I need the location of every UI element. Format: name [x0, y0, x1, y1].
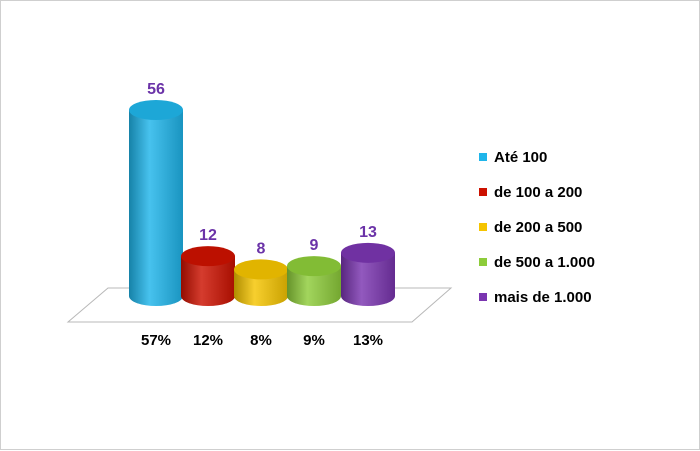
bar-de-200-a-500 [234, 259, 288, 306]
bar-body [181, 256, 235, 306]
legend-label: Até 100 [494, 149, 547, 166]
bar-de-100-a-200 [181, 246, 235, 306]
value-label: 12 [199, 227, 217, 244]
bar-top [341, 242, 395, 263]
bar-de-500-a-1-000 [287, 256, 341, 306]
value-labels: 56 12 8 9 13 [147, 81, 377, 257]
legend-swatch [479, 153, 487, 161]
legend-swatch [479, 293, 487, 301]
value-label: 56 [147, 81, 165, 98]
bar-body [129, 110, 183, 306]
legend-swatch [479, 258, 487, 266]
legend: Até 100 de 100 a 200 de 200 a 500 de 500 a … [479, 149, 595, 306]
value-label: 9 [310, 237, 319, 254]
legend-label: mais de 1.000 [494, 289, 592, 306]
percent-label: 12% [193, 332, 223, 349]
legend-label: de 100 a 200 [494, 184, 582, 201]
legend-item-de-100-a-200: de 100 a 200 [479, 184, 582, 201]
percent-label: 8% [250, 332, 272, 349]
value-label: 8 [257, 240, 266, 257]
bar-body [287, 266, 341, 306]
legend-swatch [479, 188, 487, 196]
legend-item-de-200-a-500: de 200 a 500 [479, 219, 582, 236]
bar-body [341, 252, 395, 306]
bar-top [234, 259, 288, 280]
legend-label: de 200 a 500 [494, 219, 582, 236]
bars [129, 100, 395, 306]
bar-top [129, 100, 183, 120]
legend-label: de 500 a 1.000 [494, 254, 595, 271]
bar-top [181, 246, 235, 267]
percent-label: 9% [303, 332, 325, 349]
bar-body [234, 269, 288, 306]
bar-ate-100 [129, 100, 183, 306]
bar-top [287, 256, 341, 277]
bar-mais-de-1-000 [341, 242, 395, 306]
legend-swatch [479, 223, 487, 231]
percent-labels: 57% 12% 8% 9% 13% [141, 332, 383, 349]
percent-label: 13% [353, 332, 383, 349]
legend-item-de-500-a-1-000: de 500 a 1.000 [479, 254, 595, 271]
value-label: 13 [359, 224, 377, 241]
legend-item-mais-de-1-000: mais de 1.000 [479, 289, 592, 306]
legend-item-ate-100: Até 100 [479, 149, 547, 166]
percent-label: 57% [141, 332, 171, 349]
